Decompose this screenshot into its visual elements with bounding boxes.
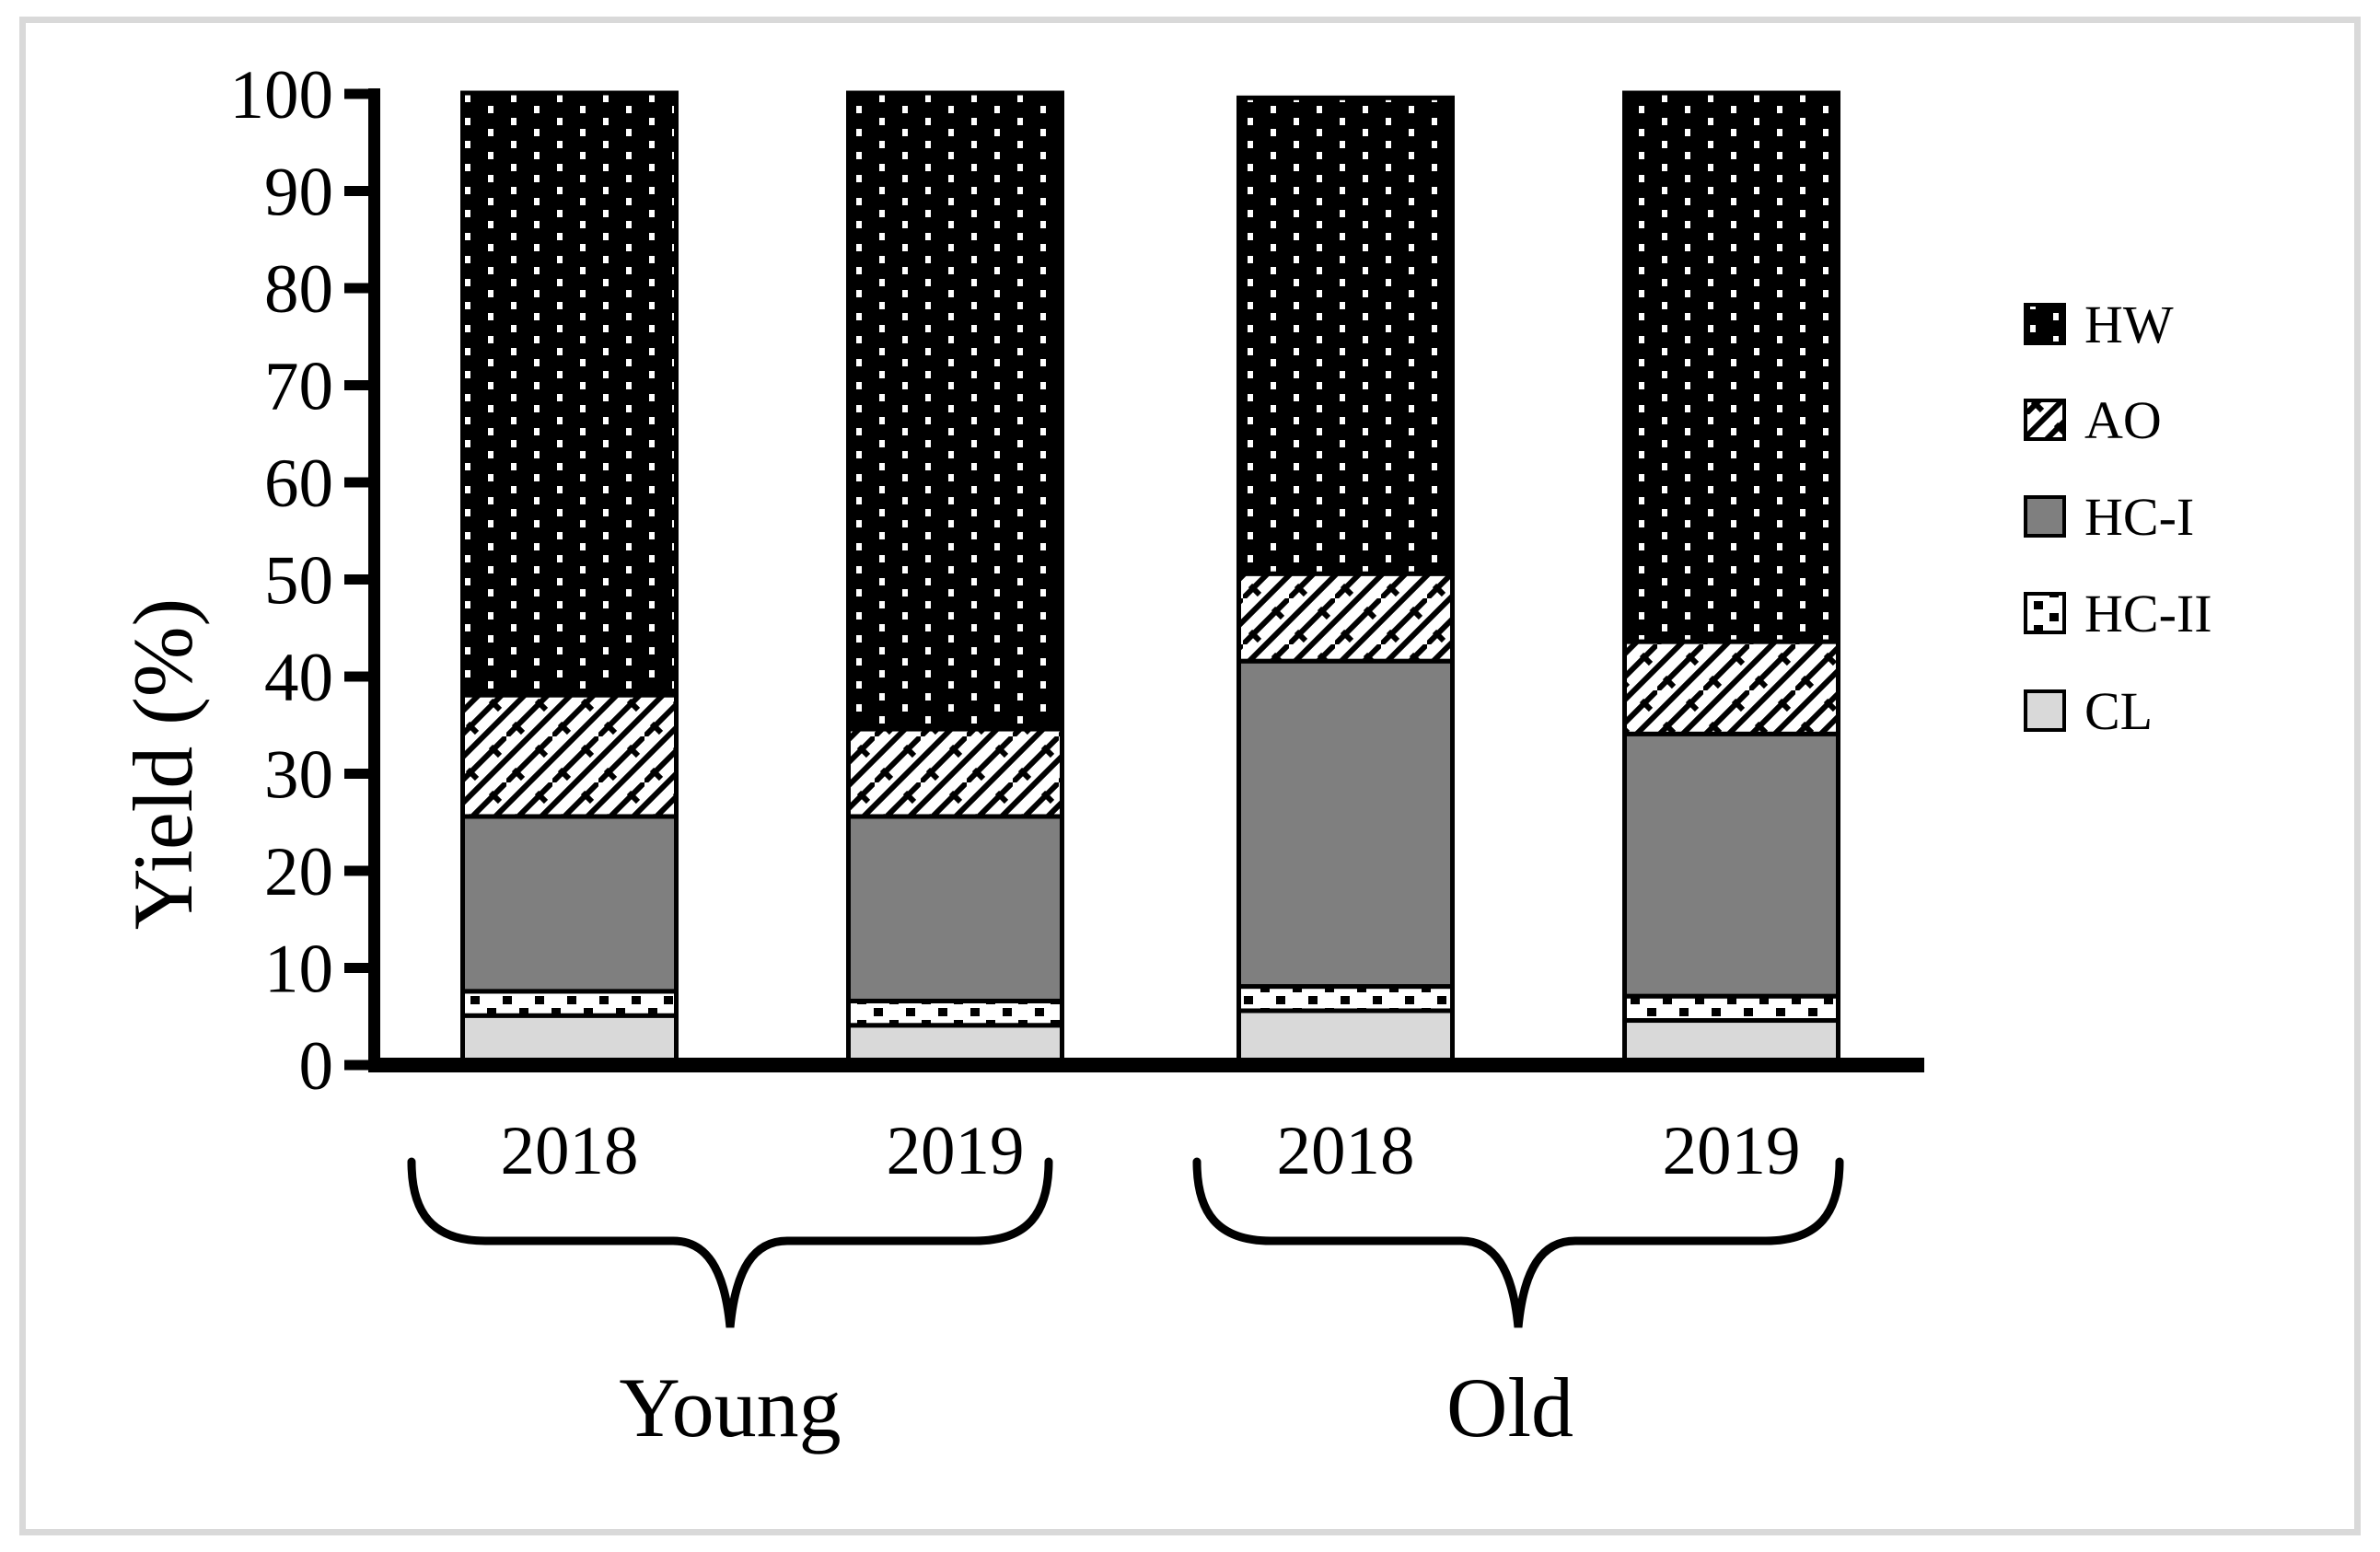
bar-segment-2019-HC-II <box>846 998 1064 1028</box>
bar-segment-2019-HC-I <box>846 814 1064 1003</box>
bar-segment-2018-AO <box>460 692 679 819</box>
bar-segment-2018-CL <box>1236 1008 1455 1067</box>
y-tick-label-90: 90 <box>264 155 333 231</box>
bar-segment-2019-HW <box>1622 90 1840 644</box>
bar-segment-2019-HC-I <box>1622 731 1840 999</box>
y-tick-30 <box>344 769 380 779</box>
y-tick-60 <box>344 477 380 488</box>
bar-segment-2018-HC-II <box>1236 984 1455 1013</box>
bar-segment-2018-HC-I <box>460 814 679 994</box>
group-braces <box>407 1157 1844 1328</box>
axis-layer: 0 10 20 30 40 50 60 70 80 90 100 2018 2019 2018 2019 <box>230 57 1924 1189</box>
bar-segment-2018-HC-II <box>460 989 679 1018</box>
y-tick-40 <box>344 671 380 682</box>
group-brace-0 <box>407 1157 1053 1328</box>
legend-swatch-AO <box>2024 399 2066 441</box>
bar-segment-2019-CL <box>1622 1018 1840 1067</box>
bar-segment-2018-HC-I <box>1236 658 1455 990</box>
y-tick-20 <box>344 865 380 876</box>
y-tick-label-80: 80 <box>264 251 333 328</box>
y-tick-label-10: 10 <box>264 932 333 1008</box>
legend-label-HC-I: HC-I <box>2084 487 2194 547</box>
y-axis-title: Yield (%) <box>116 598 210 930</box>
legend-swatch-HC-I <box>2024 495 2066 538</box>
x-category-label-1: 2019 <box>887 1113 1025 1189</box>
y-tick-50 <box>344 574 380 585</box>
y-tick-100 <box>344 88 380 99</box>
group-label-young: Young <box>619 1361 841 1454</box>
y-tick-90 <box>344 186 380 196</box>
legend-swatch-CL <box>2024 689 2066 732</box>
legend-swatch-HC-II <box>2024 592 2066 634</box>
y-tick-80 <box>344 283 380 294</box>
text-layer: Yield (%) Young Old <box>116 598 1573 1454</box>
y-tick-label-60: 60 <box>264 446 333 522</box>
y-tick-10 <box>344 963 380 973</box>
group-label-old: Old <box>1446 1361 1573 1454</box>
bar-segment-2018-CL <box>460 1013 679 1067</box>
x-category-label-2: 2018 <box>1277 1113 1415 1189</box>
legend-label-HW: HW <box>2084 295 2174 354</box>
group-brace-1 <box>1192 1157 1844 1328</box>
y-tick-label-100: 100 <box>230 57 334 133</box>
y-tick-label-0: 0 <box>299 1028 334 1105</box>
legend-label-HC-II: HC-II <box>2084 584 2212 643</box>
y-tick-label-50: 50 <box>264 543 333 620</box>
x-axis-line <box>368 1058 1924 1072</box>
legend-label-CL: CL <box>2084 681 2153 741</box>
x-category-label-0: 2018 <box>501 1113 639 1189</box>
bar-segment-2018-AO <box>1236 571 1455 664</box>
y-tick-label-70: 70 <box>264 349 333 425</box>
y-tick-70 <box>344 380 380 390</box>
x-category-label-3: 2019 <box>1663 1113 1801 1189</box>
legend-swatch-HW <box>2024 303 2066 345</box>
legend-label-AO: AO <box>2084 390 2162 450</box>
y-tick-label-20: 20 <box>264 834 333 910</box>
y-tick-label-30: 30 <box>264 737 333 814</box>
legend: HW AO HC-I HC-II CL <box>2024 295 2212 741</box>
bar-segment-2019-HW <box>846 90 1064 732</box>
bar-segment-2018-HW <box>1236 95 1455 576</box>
bar-segment-2019-AO <box>1622 639 1840 736</box>
bar-segment-2019-AO <box>846 726 1064 819</box>
bars-layer <box>460 90 1840 1067</box>
bar-segment-2019-HC-II <box>1622 993 1840 1024</box>
y-tick-label-40: 40 <box>264 640 333 716</box>
bar-segment-2018-HW <box>460 90 679 698</box>
y-tick-0 <box>344 1060 380 1071</box>
